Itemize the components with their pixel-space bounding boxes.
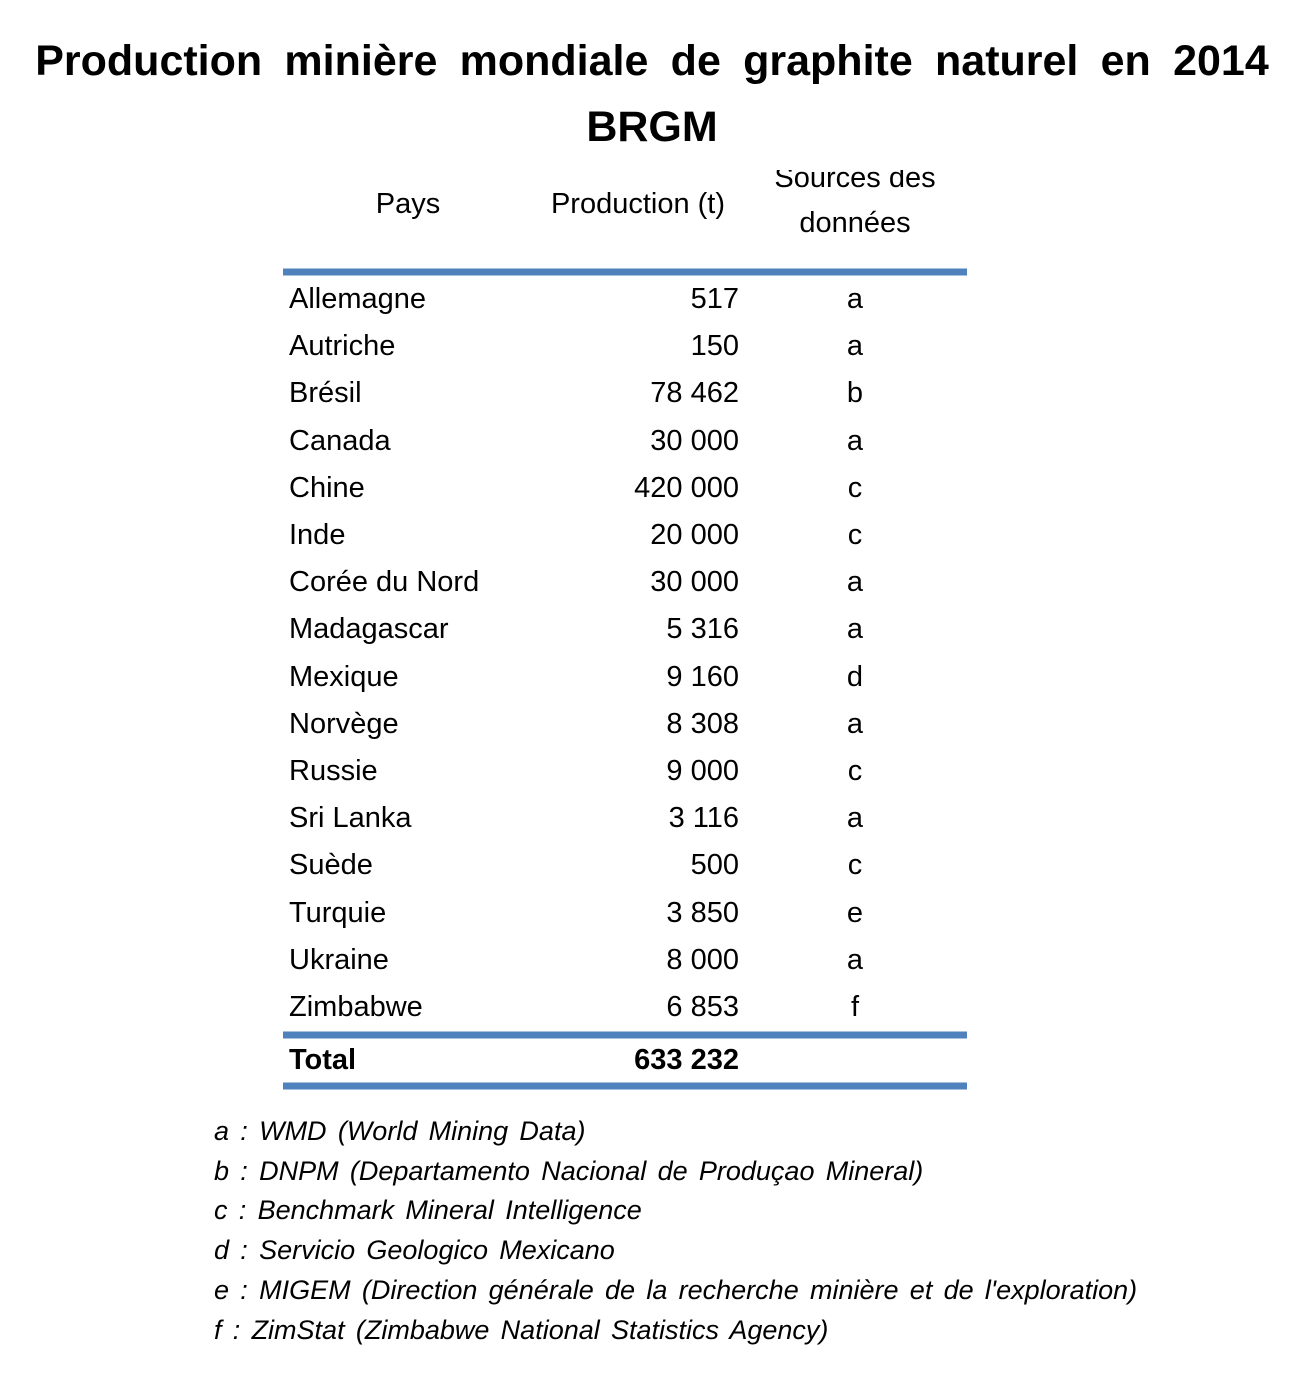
cell-country: Norvège [289, 707, 399, 740]
document-title: Production minière mondiale de graphite … [0, 28, 1304, 160]
cell-country: Sri Lanka [289, 802, 412, 835]
sources-header-text: Sources des données [743, 170, 967, 246]
title-line1: Production minière mondiale de graphite … [35, 37, 1269, 85]
cell-country: Inde [289, 519, 346, 552]
table-row: Suède 500 c [283, 842, 967, 889]
cell-source: a [846, 424, 864, 457]
cell-production: 500 [690, 849, 739, 882]
cell-production: 150 [690, 330, 739, 363]
footnote: d : Servicio Geologico Mexicano [214, 1235, 615, 1266]
table-row: Chine 420 000 c [283, 465, 967, 512]
cell-production: 9 160 [666, 660, 739, 693]
table-row: Inde 20 000 c [283, 512, 967, 559]
cell-production: 6 853 [666, 990, 739, 1023]
cell-production: 517 [690, 283, 739, 316]
sources-header-line1: Sources des [774, 170, 936, 194]
footnote: a : WMD (World Mining Data) [214, 1116, 586, 1146]
table-header-row: Pays Production (t) Sources des données [283, 160, 967, 268]
table-row: Canada 30 000 a [283, 418, 967, 465]
cell-country: Brésil [289, 377, 362, 410]
sources-header-line2: données [799, 207, 911, 239]
cell-source: c [847, 849, 863, 882]
table-body: Allemagne 517 a Autriche 150 a Brésil 78… [283, 276, 967, 1031]
cell-country: Zimbabwe [289, 990, 423, 1023]
cell-country: Canada [289, 424, 391, 457]
cell-source: f [850, 990, 860, 1023]
total-value: 633 232 [634, 1044, 739, 1076]
cell-production: 420 000 [634, 471, 739, 504]
cell-source: a [846, 707, 864, 740]
total-label: Total [289, 1044, 357, 1076]
cell-source: c [847, 471, 863, 504]
table-row: Zimbabwe 6 853 f [283, 984, 967, 1031]
cell-source: a [846, 943, 864, 976]
cell-country: Turquie [289, 896, 387, 929]
cell-source: a [846, 613, 864, 646]
table-row: Ukraine 8 000 a [283, 937, 967, 984]
table-row: Madagascar 5 316 a [283, 606, 967, 653]
footnotes: a : WMD (World Mining Data) b : DNPM (De… [214, 1112, 1137, 1350]
footnote: e : MIGEM (Direction générale de la rech… [214, 1274, 1138, 1305]
table-row: Autriche 150 a [283, 323, 967, 370]
cell-production: 5 316 [666, 613, 739, 646]
title-line2: BRGM [586, 103, 718, 151]
total-top-divider [283, 1031, 967, 1039]
cell-production: 78 462 [650, 377, 739, 410]
footnote: f : ZimStat (Zimbabwe National Statistic… [214, 1314, 829, 1345]
header-divider [283, 268, 967, 276]
table-row: Sri Lanka 3 116 a [283, 795, 967, 842]
cell-production: 20 000 [650, 519, 739, 552]
cell-country: Allemagne [289, 283, 427, 316]
footnote: b : DNPM (Departamento Nacional de Produ… [214, 1155, 924, 1186]
table-row: Norvège 8 308 a [283, 701, 967, 748]
sources-header-clip: Sources des données [743, 170, 967, 248]
cell-country: Autriche [289, 330, 396, 363]
column-header-sources: Sources des données [743, 160, 967, 268]
total-bottom-divider [283, 1082, 967, 1090]
cell-country: Corée du Nord [289, 566, 480, 599]
cell-source: c [847, 754, 863, 787]
cell-country: Russie [289, 754, 378, 787]
table-row: Corée du Nord 30 000 a [283, 559, 967, 606]
table-row: Brésil 78 462 b [283, 370, 967, 417]
cell-production: 9 000 [666, 754, 739, 787]
cell-country: Ukraine [289, 943, 389, 976]
cell-country: Chine [289, 471, 365, 504]
cell-source: a [846, 802, 864, 835]
table-row: Allemagne 517 a [283, 276, 967, 323]
column-header-pays: Pays [375, 187, 441, 220]
table-row: Mexique 9 160 d [283, 654, 967, 701]
table-row: Russie 9 000 c [283, 748, 967, 795]
cell-production: 8 000 [666, 943, 739, 976]
cell-production: 3 116 [668, 802, 739, 835]
cell-country: Madagascar [289, 613, 449, 646]
cell-source: a [846, 330, 864, 363]
footnote: c : Benchmark Mineral Intelligence [214, 1195, 642, 1226]
cell-production: 3 850 [666, 896, 739, 929]
production-table: Pays Production (t) Sources des données … [283, 160, 967, 1090]
cell-production: 8 308 [666, 707, 739, 740]
cell-production: 30 000 [650, 424, 739, 457]
column-header-production: Production (t) [550, 187, 726, 220]
cell-source: e [846, 896, 864, 929]
cell-production: 30 000 [650, 566, 739, 599]
cell-source: d [846, 660, 864, 693]
cell-source: a [846, 283, 864, 316]
total-row: Total 633 232 [283, 1039, 967, 1082]
cell-country: Suède [289, 849, 373, 882]
table-row: Turquie 3 850 e [283, 889, 967, 936]
cell-source: b [846, 377, 864, 410]
cell-source: c [847, 519, 863, 552]
cell-country: Mexique [289, 660, 399, 693]
cell-source: a [846, 566, 864, 599]
